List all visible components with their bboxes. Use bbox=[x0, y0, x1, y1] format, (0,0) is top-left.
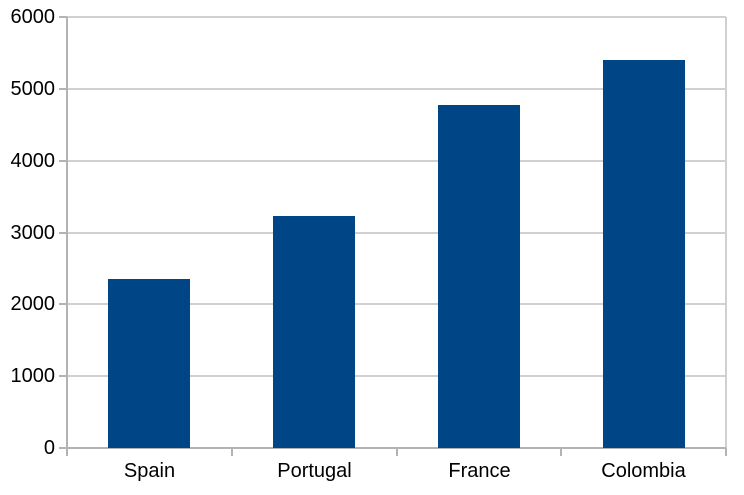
bar-france bbox=[438, 105, 520, 448]
gridline bbox=[67, 375, 726, 378]
y-axis-tick bbox=[59, 159, 67, 162]
y-axis-line bbox=[66, 17, 68, 456]
x-axis-tick bbox=[230, 448, 233, 456]
bar-spain bbox=[108, 279, 190, 448]
y-axis-tick bbox=[59, 231, 67, 234]
y-axis-tick bbox=[59, 375, 67, 378]
x-axis-tick bbox=[725, 448, 727, 456]
y-axis-tick-label: 6000 bbox=[10, 6, 56, 28]
y-axis-tick bbox=[59, 303, 67, 306]
x-axis-line bbox=[59, 447, 726, 449]
x-axis-tick bbox=[560, 448, 563, 456]
gridline bbox=[67, 16, 726, 18]
y-axis-tick bbox=[59, 16, 67, 18]
y-axis-tick bbox=[59, 87, 67, 90]
y-axis-tick-label: 3000 bbox=[10, 221, 56, 244]
y-axis-tick-label: 4000 bbox=[10, 149, 56, 172]
plot-border-right bbox=[725, 17, 727, 448]
y-axis-tick-label: 0 bbox=[43, 437, 55, 459]
gridline bbox=[67, 231, 726, 234]
x-axis-category-label: Portugal bbox=[277, 460, 352, 482]
x-axis-category-label: Spain bbox=[123, 460, 176, 482]
x-axis-category-label: Colombia bbox=[601, 460, 686, 482]
x-axis-tick bbox=[66, 448, 68, 456]
bar-colombia bbox=[603, 60, 685, 448]
gridline bbox=[67, 87, 726, 90]
x-axis-tick bbox=[395, 448, 398, 456]
bar-portugal bbox=[273, 216, 355, 448]
y-axis-tick-label: 5000 bbox=[10, 77, 56, 100]
x-axis-category-label: France bbox=[448, 460, 511, 482]
gridline bbox=[67, 303, 726, 306]
y-axis-tick-label: 2000 bbox=[10, 293, 56, 316]
gridline bbox=[67, 159, 726, 162]
y-axis-tick-label: 1000 bbox=[10, 365, 56, 388]
